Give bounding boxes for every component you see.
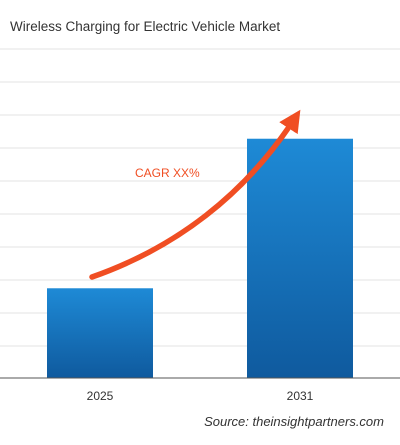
x-tick-label-2031: 2031 xyxy=(287,389,314,403)
source-label: Source: theinsightpartners.com xyxy=(204,414,384,429)
bars xyxy=(47,138,353,378)
bar-2025 xyxy=(47,288,153,378)
cagr-arrow xyxy=(89,109,301,280)
cagr-annotation: CAGR XX% xyxy=(135,166,200,180)
chart-title: Wireless Charging for Electric Vehicle M… xyxy=(10,19,280,34)
bar-2031 xyxy=(247,138,353,378)
x-tick-label-2025: 2025 xyxy=(87,389,114,403)
x-tick-labels: 2025 2031 xyxy=(87,389,314,403)
